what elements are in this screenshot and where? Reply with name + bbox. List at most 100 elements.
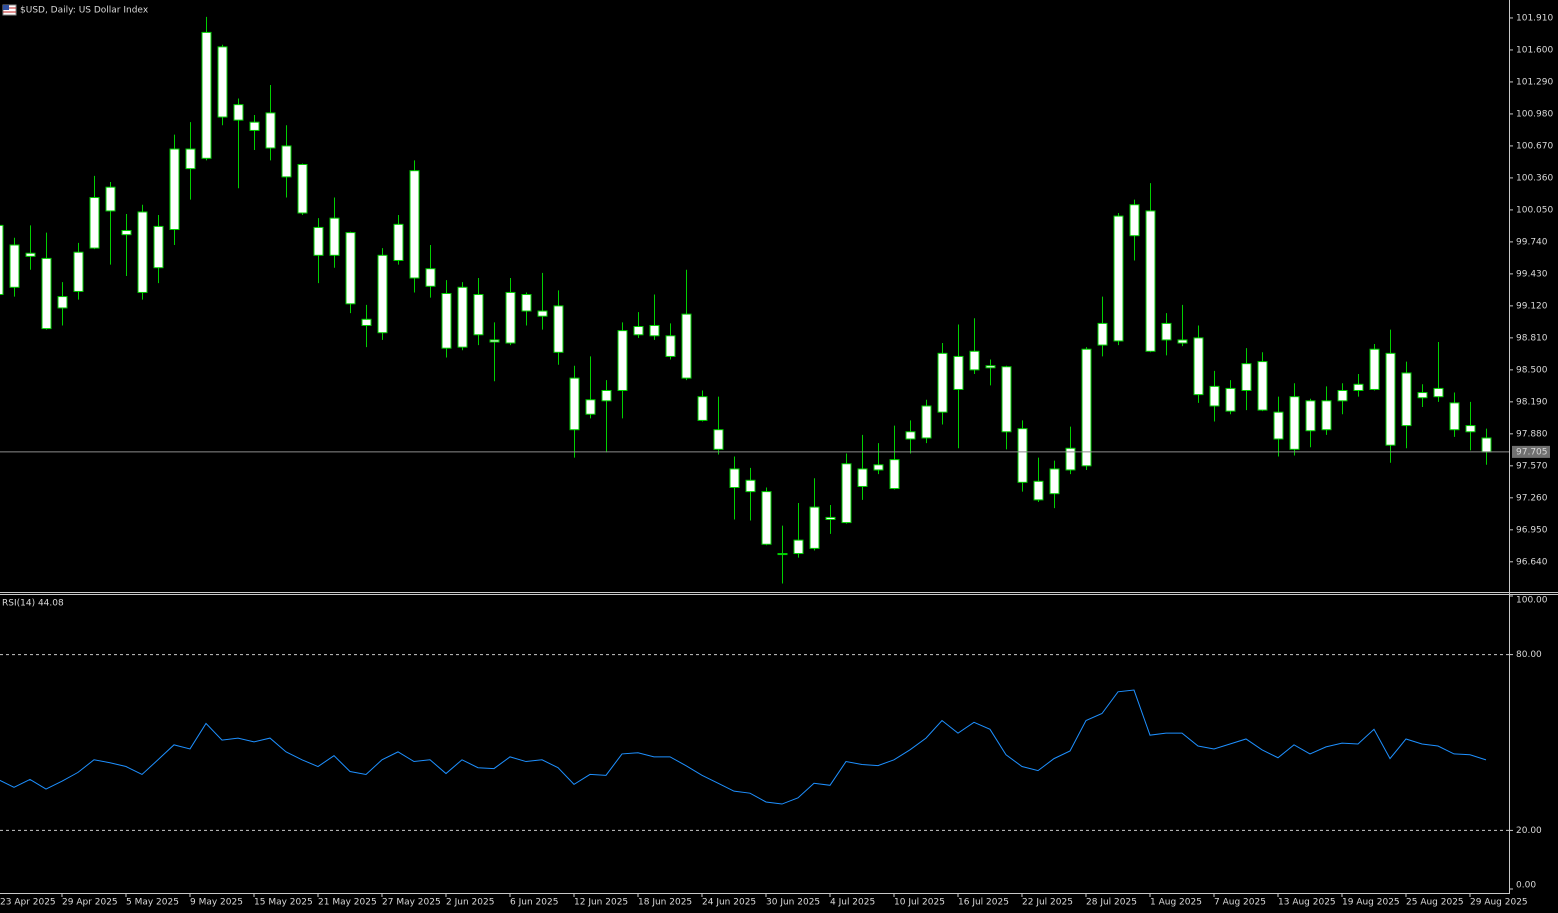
candle-body: [489, 339, 500, 343]
candle-body: [745, 479, 756, 493]
candle-body: [9, 244, 20, 288]
candle-body: [1113, 215, 1124, 342]
candle-body: [153, 225, 164, 269]
candle-body: [409, 170, 420, 279]
candle-body: [441, 292, 452, 349]
candle-body: [1273, 411, 1284, 440]
y-tick-label: 96.950: [1516, 525, 1548, 535]
candle-body: [1081, 348, 1092, 467]
candle-body: [1401, 372, 1412, 427]
candle-body: [1369, 348, 1380, 390]
candle-body: [377, 254, 388, 334]
candle-body: [761, 491, 772, 545]
candle-body: [729, 468, 740, 488]
symbol-icon: [2, 4, 17, 16]
candle-body: [633, 326, 644, 336]
y-tick-label: 100.050: [1516, 205, 1553, 215]
candle-body: [1417, 392, 1428, 399]
candle-body: [841, 463, 852, 524]
y-tick-label: 99.740: [1516, 237, 1548, 247]
y-tick-label: 99.430: [1516, 269, 1548, 279]
candle-body: [1177, 339, 1188, 344]
candle-body: [1241, 363, 1252, 391]
candle-body: [105, 186, 116, 212]
candle-body: [1193, 337, 1204, 396]
candle-body: [1001, 366, 1012, 433]
candle-body: [665, 335, 676, 357]
candle-body: [809, 506, 820, 549]
candle-body: [537, 310, 548, 317]
rsi-line: [0, 689, 1487, 805]
candle-body: [1465, 425, 1476, 433]
candle-body: [617, 330, 628, 391]
x-tick-label: 28 Jul 2025: [1086, 898, 1137, 908]
candle-body: [1289, 396, 1300, 450]
x-tick-label: 10 Jul 2025: [894, 898, 945, 908]
y-tick-label: 100.980: [1516, 109, 1553, 119]
x-tick-label: 29 Apr 2025: [62, 898, 118, 908]
candle-body: [1033, 480, 1044, 501]
x-tick-label: 25 Aug 2025: [1406, 898, 1464, 908]
candle-body: [0, 224, 4, 296]
x-tick-label: 15 May 2025: [254, 898, 313, 908]
x-tick-label: 7 Aug 2025: [1214, 898, 1266, 908]
y-tick-label: 97.570: [1516, 461, 1548, 471]
y-tick-label: 97.260: [1516, 493, 1548, 503]
x-tick-label: 30 Jun 2025: [766, 898, 820, 908]
candle-body: [473, 294, 484, 336]
x-tick-label: 13 Aug 2025: [1278, 898, 1336, 908]
x-tick-label: 16 Jul 2025: [958, 898, 1009, 908]
x-tick-label: 22 Jul 2025: [1022, 898, 1073, 908]
candle-body: [905, 431, 916, 440]
x-tick-label: 29 Aug 2025: [1470, 898, 1528, 908]
candle-body: [793, 539, 804, 555]
x-tick-label: 4 Jul 2025: [830, 898, 875, 908]
candle-body: [249, 121, 260, 131]
x-tick-label: 2 Jun 2025: [446, 898, 494, 908]
y-tick-label: 98.500: [1516, 365, 1548, 375]
candle-body: [505, 291, 516, 344]
candle-body: [201, 31, 212, 159]
last-price-box: [1512, 445, 1550, 458]
candle-body: [1337, 389, 1348, 402]
candle-body: [713, 429, 724, 450]
candle-body: [313, 226, 324, 256]
candle-body: [1257, 361, 1268, 411]
y-tick-label: 100.00: [1516, 596, 1548, 606]
candle-body: [1065, 447, 1076, 471]
candle-body: [361, 318, 372, 326]
candle-body: [1049, 468, 1060, 495]
candle-body: [937, 352, 948, 413]
y-tick-label: 100.670: [1516, 141, 1553, 151]
candle-body: [137, 211, 148, 293]
candle-body: [569, 377, 580, 431]
y-tick-label: 97.880: [1516, 429, 1548, 439]
candle-body: [1017, 428, 1028, 483]
candle-body: [345, 232, 356, 305]
candle-body: [73, 251, 84, 292]
y-tick-label: 101.910: [1516, 13, 1553, 23]
candle-body: [649, 324, 660, 337]
candle-body: [585, 399, 596, 415]
x-tick-label: 5 May 2025: [126, 898, 179, 908]
candle-body: [1449, 402, 1460, 431]
y-tick-label: 20.00: [1516, 826, 1542, 836]
candle-body: [889, 459, 900, 490]
y-tick-label: 96.640: [1516, 557, 1548, 567]
candle-body: [1097, 322, 1108, 346]
candle-body: [457, 286, 468, 348]
candle-body: [969, 350, 980, 371]
candle-body: [601, 389, 612, 402]
candle-body: [873, 464, 884, 471]
candle-body: [953, 355, 964, 390]
x-tick-label: 27 May 2025: [382, 898, 441, 908]
candle-body: [121, 230, 132, 236]
candle-body: [1225, 387, 1236, 412]
x-tick-label: 12 Jun 2025: [574, 898, 628, 908]
candle-body: [825, 516, 836, 520]
indicator-title: RSI(14) 44.08: [2, 599, 64, 609]
y-tick-label: 100.360: [1516, 173, 1553, 183]
y-tick-label: 0.00: [1516, 881, 1536, 891]
candle-body: [1481, 437, 1492, 453]
